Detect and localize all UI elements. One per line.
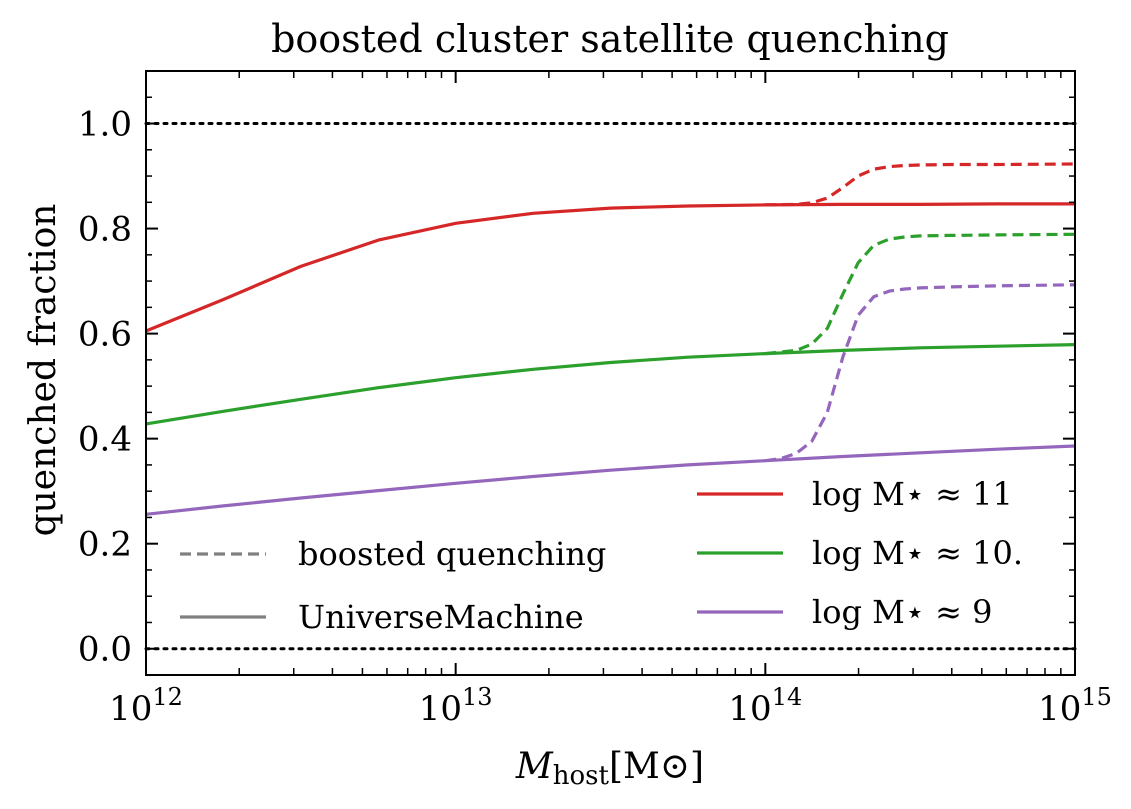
y-tick-label-2: 0.4 bbox=[78, 420, 132, 460]
series-line-2-boosted bbox=[765, 283, 1076, 463]
legend-label-series-2: log M⋆ ≈ 9 bbox=[812, 593, 992, 631]
x-tick-label-3: 1015 bbox=[1038, 683, 1112, 729]
y-tick-label-1: 0.2 bbox=[78, 525, 132, 565]
legend-label-series-1: log M⋆ ≈ 10. bbox=[812, 534, 1023, 572]
chart-title: boosted cluster satellite quenching bbox=[271, 17, 949, 61]
plot-area bbox=[144, 70, 1077, 676]
series-line-1-universemachine bbox=[145, 343, 1076, 426]
x-tick-label-0: 1012 bbox=[109, 683, 183, 729]
legend-label-style-0: boosted quenching bbox=[298, 535, 606, 573]
y-tick-label-0: 0.0 bbox=[78, 630, 132, 670]
legend: log M⋆ ≈ 11 log M⋆ ≈ 10. log M⋆ ≈ 9 boosted… bbox=[180, 475, 1023, 636]
y-tick-label-4: 0.8 bbox=[78, 210, 132, 250]
series-line-1-boosted bbox=[765, 232, 1076, 356]
legend-label-series-0: log M⋆ ≈ 11 bbox=[812, 475, 1013, 513]
x-tick-label-1: 1013 bbox=[419, 683, 493, 729]
x-axis-label-sub: host bbox=[553, 761, 610, 791]
series-line-0-universemachine bbox=[145, 202, 1075, 333]
x-tick-label-2: 1014 bbox=[728, 683, 802, 729]
y-axis-label: quenched fraction bbox=[23, 204, 64, 537]
x-axis-label-unit: [M⊙] bbox=[609, 746, 704, 787]
x-axis-label: Mhost[M⊙] bbox=[515, 746, 704, 791]
x-axis-label-main: M bbox=[515, 746, 554, 787]
series-line-0-boosted bbox=[765, 162, 1076, 207]
series-line-2-universemachine bbox=[145, 444, 1076, 516]
y-tick-label-3: 0.6 bbox=[78, 315, 132, 355]
tick-labels: 1012 1013 1014 1015 0.0 0.2 0.4 0.6 0.8 1.0 bbox=[78, 105, 1112, 729]
y-tick-label-5: 1.0 bbox=[78, 105, 132, 145]
legend-label-style-1: UniverseMachine bbox=[298, 598, 584, 636]
plot-frame bbox=[145, 70, 1076, 676]
